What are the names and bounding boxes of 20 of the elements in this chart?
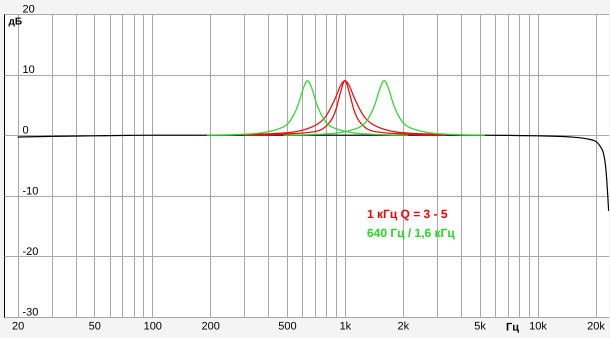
x-tick-label: 50 — [88, 320, 101, 332]
x-tick-label: 2k — [398, 320, 410, 332]
x-tick-label: 500 — [278, 320, 297, 332]
y-axis-title: дБ — [8, 16, 22, 28]
y-tick-label: -10 — [22, 185, 38, 198]
annotation: 1 кГц Q = 3 - 5 — [367, 207, 448, 221]
x-tick-label: 20 — [12, 320, 24, 332]
x-tick-label: 100 — [144, 320, 162, 332]
y-tick-label: -20 — [22, 246, 38, 258]
x-axis-title: Гц — [506, 322, 520, 334]
y-tick-label: 20 — [22, 4, 35, 16]
x-tick-label: 200 — [202, 320, 220, 332]
x-tick-label: 10k — [529, 320, 548, 332]
y-tick-label: 10 — [22, 64, 35, 76]
y-tick-label: -30 — [22, 306, 38, 318]
y-tick-label: 0 — [22, 124, 29, 137]
x-tick-label: 1k — [340, 320, 352, 332]
annotation: 640 Гц / 1,6 кГц — [367, 226, 456, 240]
x-tick-label: 5k — [474, 320, 486, 332]
x-tick-label: 20k — [587, 320, 606, 332]
